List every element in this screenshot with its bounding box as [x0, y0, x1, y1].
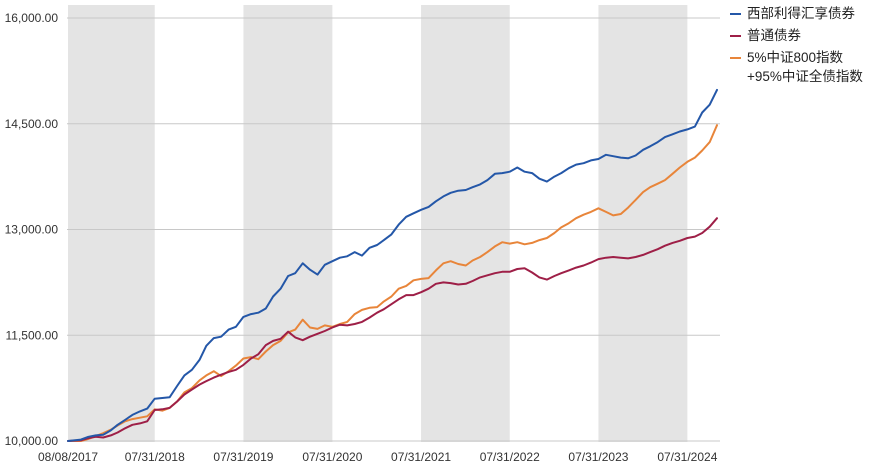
y-tick-label: 16,000.00	[5, 11, 59, 25]
legend-item-benchmark: 5%中证800指数 +95%中证全债指数	[730, 48, 885, 86]
shaded-band	[598, 5, 688, 442]
legend-swatch	[730, 13, 741, 15]
y-tick-label: 13,000.00	[5, 223, 59, 237]
legend-item-huixiang: 西部利得汇享债券	[730, 4, 885, 23]
x-tick-label: 07/31/2023	[568, 450, 628, 464]
legend: 西部利得汇享债券 普通债券 5%中证800指数 +95%中证全债指数	[730, 4, 885, 89]
x-tick-label: 07/31/2018	[125, 450, 185, 464]
x-tick-label: 07/31/2019	[213, 450, 273, 464]
y-tick-label: 10,000.00	[5, 434, 59, 448]
gridlines	[67, 17, 720, 442]
shaded-band	[243, 5, 333, 442]
shaded-band	[68, 5, 155, 442]
legend-item-normal-bond: 普通债券	[730, 26, 885, 45]
x-tick-label: 07/31/2020	[302, 450, 362, 464]
legend-label: 普通债券	[747, 28, 801, 43]
series-line-0	[67, 88, 718, 442]
shaded-band	[421, 5, 510, 442]
x-axis-ticks: 08/08/2017 07/31/2018 07/31/2019 07/31/2020…	[38, 450, 718, 464]
legend-label: 5%中证800指数 +95%中证全债指数	[747, 50, 863, 84]
series-lines	[67, 88, 718, 442]
x-tick-label: 07/31/2022	[480, 450, 540, 464]
legend-label: 西部利得汇享债券	[747, 6, 855, 21]
shaded-bands	[68, 5, 688, 442]
x-tick-label: 07/31/2021	[391, 450, 451, 464]
x-tick-label: 07/31/2024	[657, 450, 717, 464]
x-tick-label: 08/08/2017	[38, 450, 98, 464]
y-axis-ticks: 16,000.00 14,500.00 13,000.00 11,500.00 10,0…	[5, 11, 59, 448]
legend-swatch	[730, 35, 741, 37]
y-tick-label: 14,500.00	[5, 117, 59, 131]
legend-swatch	[730, 57, 741, 59]
y-tick-label: 11,500.00	[6, 328, 59, 342]
series-line-1	[67, 217, 718, 442]
